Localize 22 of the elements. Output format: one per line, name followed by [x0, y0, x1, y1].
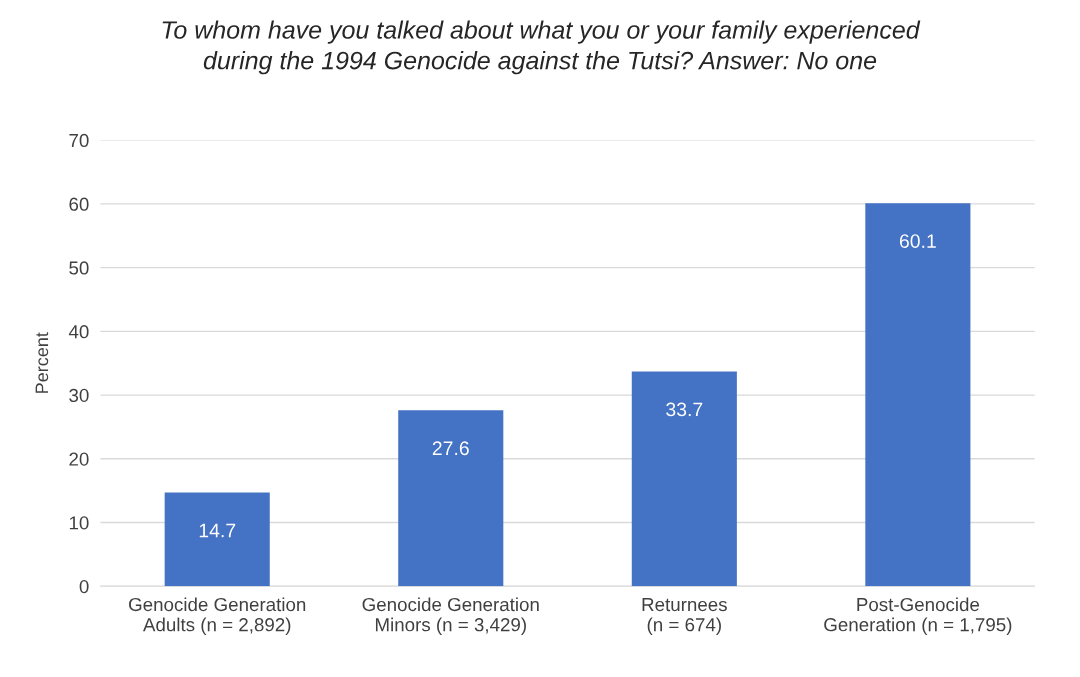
data-label: 14.7 — [199, 523, 236, 538]
bar — [865, 203, 971, 587]
data-label: 60.1 — [899, 234, 936, 248]
x-tick-label: Genocide Generation Minors (n = 3,429) — [362, 597, 539, 636]
y-tick-label: 30 — [69, 388, 89, 403]
y-tick-label: 10 — [69, 516, 89, 530]
data-label: 33.7 — [666, 402, 703, 417]
y-axis-title: Percent — [35, 332, 49, 393]
y-tick-label: 20 — [69, 452, 89, 466]
y-tick-label: 40 — [68, 325, 89, 339]
y-tick-label: 50 — [69, 261, 89, 275]
x-tick-label: Returnees (n = 674) — [642, 598, 727, 636]
chart-title: To whom have you talked about what you or your family experienced during the 1994 Genocide against the Tutsi? Answer: No one — [162, 20, 921, 75]
bar — [398, 410, 504, 587]
data-label: 27.6 — [432, 441, 469, 456]
y-tick-label: 70 — [69, 133, 89, 148]
bar — [631, 371, 737, 587]
y-tick-label: 60 — [69, 197, 89, 211]
x-tick-label: Genocide Generation Adults (n = 2,892) — [129, 597, 306, 636]
x-tick-label: Post-Genocide Generation (n = 1,795) — [824, 597, 1012, 636]
bar — [164, 492, 270, 587]
y-tick-label: 0 — [79, 579, 89, 594]
